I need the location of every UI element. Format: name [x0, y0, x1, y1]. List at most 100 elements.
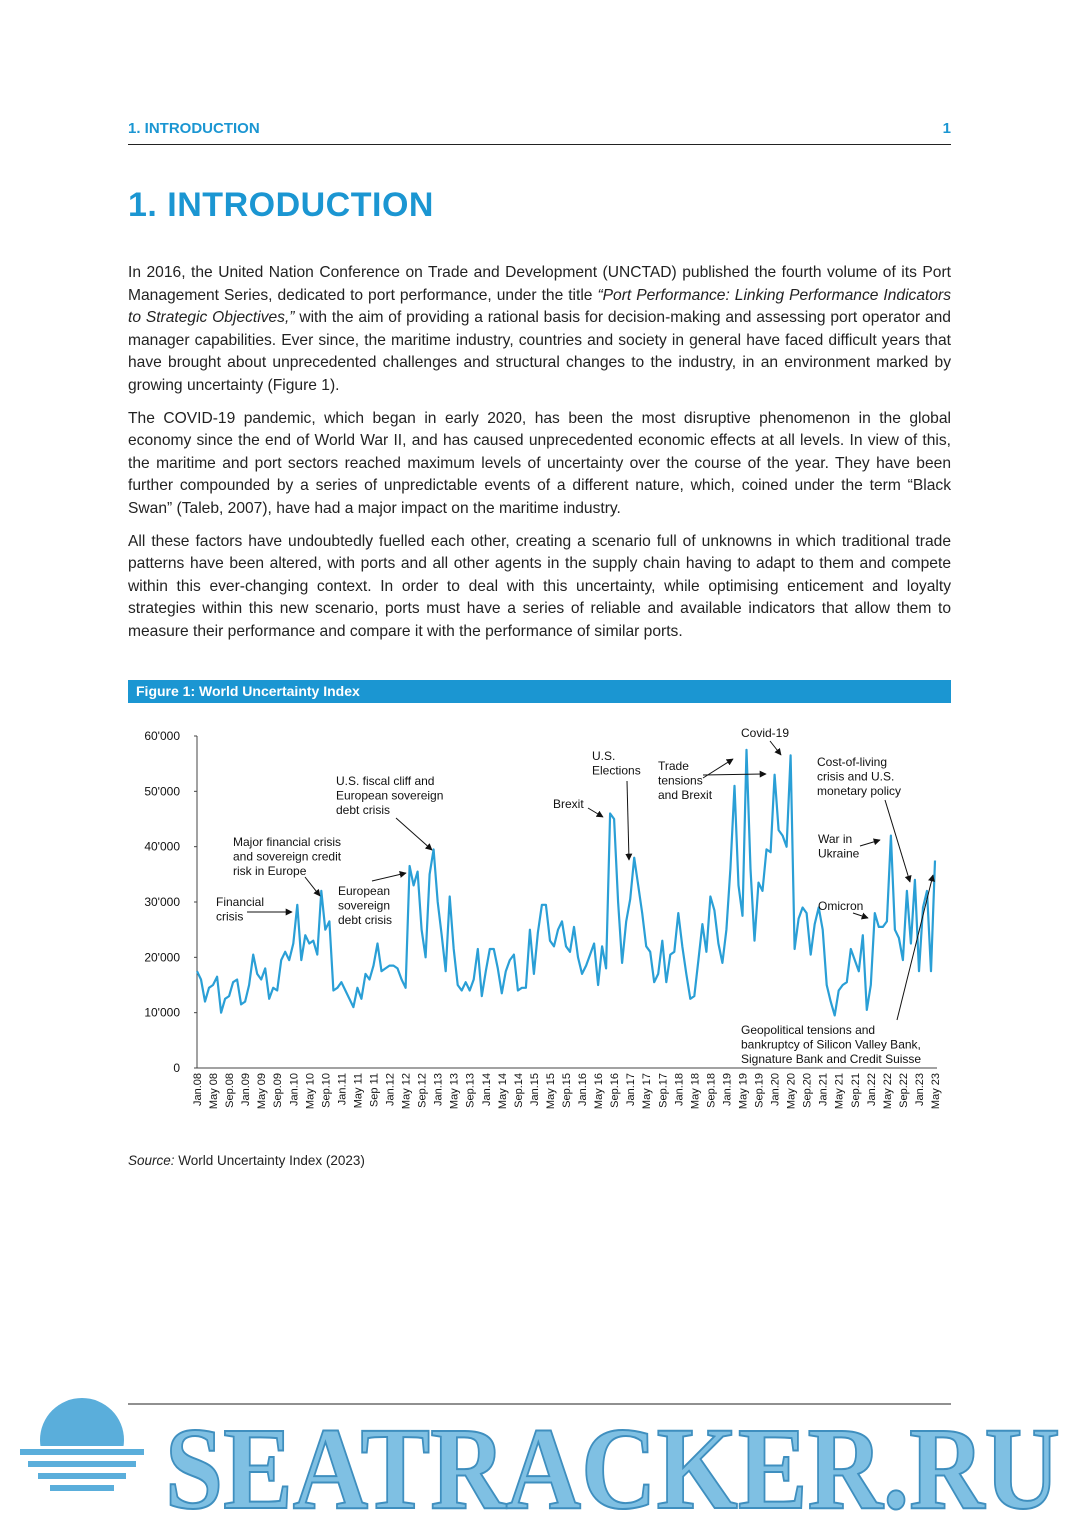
- annotation: Financial crisis: [216, 895, 264, 924]
- data-line: [196, 748, 937, 1017]
- text: All these factors have undoubtedly fuell…: [128, 532, 951, 640]
- running-header: 1. INTRODUCTION 1: [128, 120, 951, 145]
- annotation: Cost-of-living crisis and U.S. monetary po…: [817, 755, 901, 798]
- annotation-line: crisis and U.S.: [817, 770, 894, 784]
- annotation: European sovereign debt crisis: [338, 884, 392, 927]
- x-tick-label: Jan.23: [914, 1073, 926, 1106]
- annotation-line: European: [338, 884, 390, 898]
- annotation-line: crisis: [216, 910, 243, 924]
- annotation-line: Financial: [216, 895, 264, 909]
- x-tick-label: May 14: [497, 1073, 509, 1109]
- annotation-line: Trade: [658, 759, 689, 773]
- source-text: World Uncertainty Index (2023): [174, 1153, 365, 1168]
- annotation: Geopolitical tensions and bankruptcy of S…: [741, 1023, 921, 1066]
- annotation-line: bankruptcy of Silicon Valley Bank,: [741, 1038, 921, 1052]
- annotation-line: Ukraine: [818, 847, 860, 861]
- annotation: U.S. Elections: [592, 749, 641, 778]
- x-tick-label: Jan.22: [866, 1073, 878, 1106]
- annotation-arrow: [702, 770, 767, 778]
- x-tick-label: May 21: [834, 1073, 846, 1109]
- x-tick-label: Sep.10: [320, 1073, 332, 1108]
- annotation-line: risk in Europe: [233, 864, 307, 878]
- annotation-arrow: [769, 740, 782, 756]
- x-tick-label: Jan.10: [288, 1073, 300, 1106]
- annotation-line: sovereign: [338, 899, 390, 913]
- x-tick-label: May 11: [352, 1073, 364, 1108]
- y-tick-label: 30'000: [144, 895, 180, 909]
- x-tick-label: May 18: [689, 1073, 701, 1109]
- annotation-line: U.S.: [592, 749, 615, 763]
- x-tick-label: Jan.08: [192, 1073, 204, 1106]
- annotation-arrow: [304, 876, 321, 897]
- x-tick-label: Sep.14: [513, 1073, 525, 1108]
- y-tick-label: 10'000: [144, 1006, 180, 1020]
- annotation-line: monetary policy: [817, 784, 901, 798]
- title-quote: “Port Performance: Linking Performance I…: [128, 286, 951, 327]
- source-label: Source:: [128, 1153, 175, 1168]
- x-tick-label: May 08: [208, 1073, 220, 1109]
- annotation-line: European sovereign: [336, 789, 443, 803]
- y-tick-label: 60'000: [144, 729, 180, 743]
- y-tick-label: 40'000: [144, 840, 180, 854]
- annotation: Covid-19: [741, 726, 789, 740]
- x-tick-label: Jan.11: [336, 1073, 348, 1105]
- body-text: In 2016, the United Nation Conference on…: [128, 262, 951, 654]
- heading: 1. INTRODUCTION: [128, 186, 434, 224]
- x-tick-label: May 13: [449, 1073, 461, 1109]
- x-tick-label: May 19: [737, 1073, 749, 1109]
- annotation-arrow: [859, 838, 881, 847]
- y-tick-label: 0: [173, 1061, 180, 1075]
- annotation-line: Brexit: [553, 797, 584, 811]
- paragraph: In 2016, the United Nation Conference on…: [128, 262, 951, 398]
- text: The COVID-19 pandemic, which began in ea…: [128, 409, 951, 517]
- annotation: Major financial crisis and sovereign cred…: [233, 835, 342, 878]
- x-tick-label: Sep.19: [754, 1073, 766, 1108]
- annotation-line: and sovereign credit: [233, 850, 342, 864]
- x-tick-label: May 10: [304, 1073, 316, 1109]
- x-tick-label: Sep.20: [802, 1073, 814, 1108]
- x-tick-label: Jan.21: [818, 1073, 830, 1106]
- x-tick-label: May 09: [256, 1073, 268, 1109]
- paragraph: All these factors have undoubtedly fuell…: [128, 531, 951, 644]
- paragraph: The COVID-19 pandemic, which began in ea…: [128, 408, 951, 521]
- annotation-line: Major financial crisis: [233, 835, 341, 849]
- x-tick-label: Sep 11: [368, 1073, 380, 1107]
- y-tick-label: 20'000: [144, 950, 180, 964]
- x-tick-label: Sep.12: [417, 1073, 429, 1108]
- annotation-line: Geopolitical tensions and: [741, 1023, 875, 1037]
- x-tick-label: May 17: [641, 1073, 653, 1109]
- x-tick-label: Jan.18: [673, 1073, 685, 1106]
- x-tick-label: Sep.08: [224, 1073, 236, 1108]
- annotation-line: Cost-of-living: [817, 755, 887, 769]
- annotation-line: and Brexit: [658, 788, 713, 802]
- x-tick-label: Sep.16: [609, 1073, 621, 1108]
- x-tick-label: Sep.21: [850, 1073, 862, 1108]
- watermark: SEATRACKER.RU: [20, 1398, 1061, 1527]
- sun-waves: [20, 1449, 144, 1491]
- figure-caption: Figure 1: World Uncertainty Index: [128, 680, 951, 703]
- annotation-arrow: [371, 871, 407, 882]
- x-tick-label: Sep.22: [898, 1073, 910, 1108]
- x-tick-label: Sep.15: [561, 1073, 573, 1108]
- watermark-text: SEATRACKER.RU: [165, 1403, 1060, 1527]
- annotation-arrow: [884, 799, 912, 883]
- text: with the aim of providing a rational bas…: [128, 309, 951, 394]
- x-tick-label: May 22: [882, 1073, 894, 1109]
- x-tick-label: May 12: [401, 1073, 413, 1109]
- annotation: Brexit: [553, 797, 584, 811]
- annotation-line: debt crisis: [336, 803, 390, 817]
- x-tick-label: Sep.09: [272, 1073, 284, 1108]
- annotation-line: Covid-19: [741, 726, 789, 740]
- text: In 2016, the United Nation Conference on…: [128, 264, 951, 304]
- annotation: Omicron: [818, 899, 863, 913]
- source-note: Source: World Uncertainty Index (2023): [128, 1153, 365, 1168]
- x-tick-label: Sep.17: [657, 1073, 669, 1108]
- x-tick-label: Jan.20: [770, 1073, 782, 1106]
- x-tick-label: May 20: [786, 1073, 798, 1109]
- annotation-line: War in: [818, 832, 852, 846]
- x-tick-label: Jan.19: [721, 1073, 733, 1106]
- header-section: 1. INTRODUCTION: [128, 120, 260, 137]
- x-tick-label: Jan.13: [433, 1073, 445, 1106]
